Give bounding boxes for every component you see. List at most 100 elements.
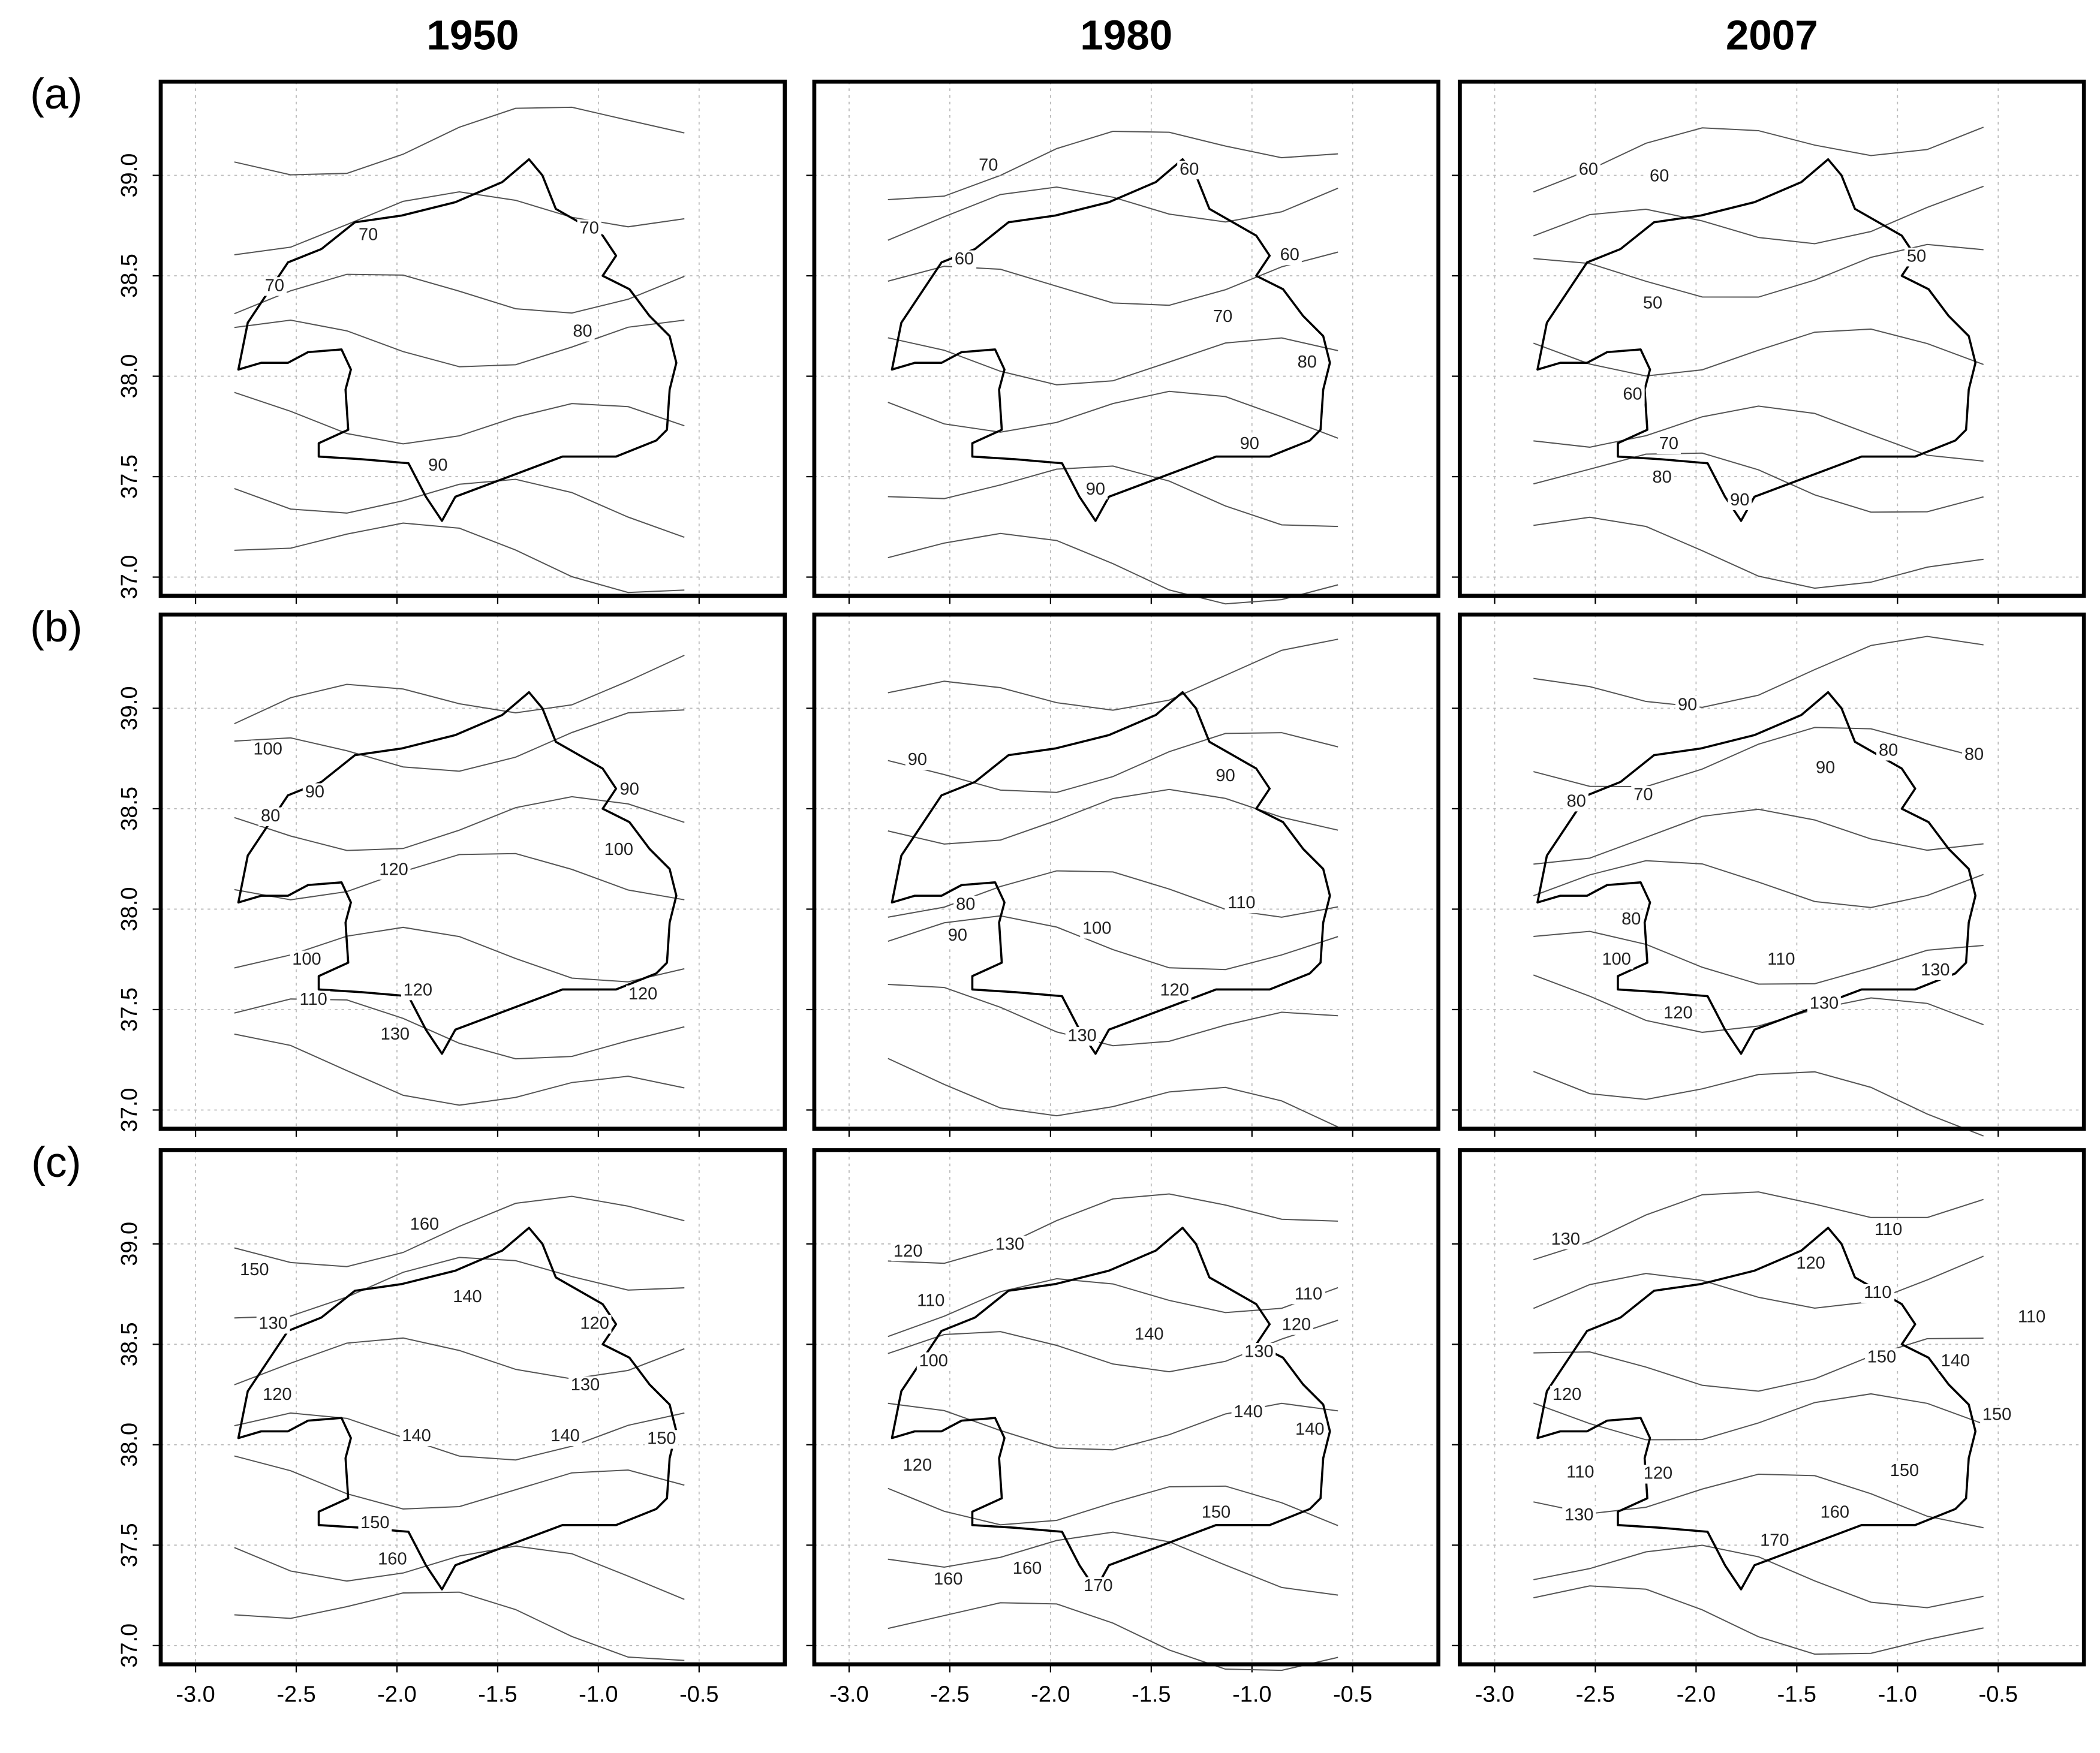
y-tick-label: 38.5 — [117, 787, 142, 831]
label-background — [256, 1315, 290, 1334]
contour-line — [887, 1485, 1338, 1526]
contour-line — [234, 522, 685, 594]
label-background — [1794, 1254, 1828, 1273]
label-background — [1904, 248, 1929, 267]
x-tick-label: -1.5 — [1777, 1682, 1816, 1707]
contour-label: 120 — [379, 860, 408, 879]
contour-label: 50 — [1643, 294, 1662, 313]
x-tick-label: -1.0 — [1878, 1682, 1917, 1707]
label-background — [375, 1550, 410, 1570]
label-background — [1083, 480, 1108, 500]
label-background — [1292, 1285, 1325, 1305]
map-panel: 60 70 60 60 70 80 90 90 — [806, 79, 1441, 605]
y-tick-label: 38.0 — [117, 354, 142, 399]
contour-line — [1533, 1255, 1984, 1309]
label-background — [976, 156, 1001, 176]
contour-label: 100 — [1602, 950, 1631, 969]
contour-line — [234, 391, 685, 445]
contour-label: 90 — [1086, 480, 1105, 499]
contour-line — [1533, 516, 1984, 589]
contour-label: 70 — [1213, 307, 1232, 326]
row-label: (a) — [30, 70, 82, 118]
x-tick-label: -1.0 — [579, 1682, 618, 1707]
contour-line — [234, 106, 685, 176]
contour-label: 60 — [1623, 384, 1642, 403]
label-background — [1564, 793, 1588, 812]
contour-label: 130 — [1244, 1342, 1273, 1361]
y-tick-label: 37.0 — [117, 1624, 142, 1668]
contour-label: 70 — [979, 156, 998, 175]
contour-label: 70 — [359, 225, 378, 245]
contour-line — [887, 1602, 1338, 1671]
contour-line — [887, 1058, 1338, 1128]
contour-label: 140 — [402, 1426, 431, 1445]
contour-line — [1533, 974, 1984, 1033]
contour-label: 110 — [917, 1291, 944, 1311]
label-background — [1576, 160, 1600, 180]
x-tick-label: -3.0 — [829, 1682, 868, 1707]
label-background — [1199, 1504, 1233, 1523]
contour-label: 140 — [1233, 1402, 1262, 1421]
label-background — [1647, 167, 1672, 186]
label-background — [1231, 1403, 1265, 1422]
label-background — [1277, 246, 1302, 266]
contour-label: 140 — [1295, 1420, 1324, 1439]
label-background — [993, 1236, 1027, 1255]
contour-label: 130 — [1067, 1026, 1096, 1045]
contour-label: 130 — [1921, 960, 1949, 980]
contour-label: 120 — [903, 1456, 932, 1475]
label-background — [237, 1261, 272, 1281]
label-background — [302, 783, 327, 802]
panel-frame — [1458, 79, 2086, 598]
contour-label: 110 — [1767, 950, 1795, 969]
contour-label: 90 — [948, 926, 967, 945]
contour-line — [234, 191, 685, 255]
contour-label: 120 — [1644, 1464, 1672, 1483]
region-outline — [237, 691, 678, 1055]
label-background — [1211, 308, 1235, 327]
y-tick-label: 39.0 — [117, 686, 142, 731]
label-background — [900, 1456, 934, 1476]
label-background — [408, 1215, 441, 1235]
contour-label: 150 — [1982, 1405, 2011, 1424]
x-tick-label: -3.0 — [1475, 1682, 1514, 1707]
contour-line — [887, 1278, 1338, 1338]
contour-label: 100 — [919, 1351, 947, 1371]
contour-label: 130 — [1551, 1230, 1580, 1249]
label-background — [1620, 385, 1645, 405]
contour-label: 130 — [1565, 1505, 1593, 1525]
region-outline — [237, 158, 678, 522]
contour-line — [234, 1257, 685, 1319]
label-background — [1080, 920, 1114, 939]
contour-line — [887, 1531, 1338, 1596]
map-panel: 90 90 110 80 90 100 120 130 — [806, 612, 1441, 1137]
label-background — [1177, 160, 1202, 180]
label-background — [1675, 696, 1700, 715]
contour-label: 60 — [1180, 159, 1199, 179]
contour-line — [887, 390, 1338, 439]
contour-line — [1533, 1585, 1984, 1655]
contour-line — [1533, 727, 1984, 788]
contour-line — [1533, 405, 1984, 462]
contour-label: 80 — [1879, 741, 1898, 760]
y-tick-label: 37.5 — [117, 987, 142, 1032]
map-panel: 70 70 70 80 90 39.0 38.5 38.0 37.5 37.0 — [117, 79, 787, 604]
contour-label: 80 — [1653, 468, 1672, 487]
contour-line — [234, 319, 685, 368]
label-background — [426, 456, 450, 475]
label-background — [548, 1427, 582, 1447]
contour-label: 90 — [908, 750, 927, 769]
label-background — [251, 740, 285, 760]
contour-label: 160 — [1013, 1559, 1042, 1578]
contour-label: 110 — [1864, 1283, 1891, 1302]
contour-line — [1533, 635, 1984, 708]
label-background — [645, 1430, 679, 1449]
map-panel: 60 60 50 50 60 70 80 90 — [1452, 79, 2086, 604]
contour-label: 60 — [1280, 245, 1299, 264]
y-tick-label: 37.5 — [117, 454, 142, 499]
contour-label: 100 — [604, 840, 633, 859]
contour-label: 120 — [1796, 1254, 1825, 1273]
label-background — [1599, 950, 1633, 969]
contour-label: 110 — [1227, 893, 1255, 912]
